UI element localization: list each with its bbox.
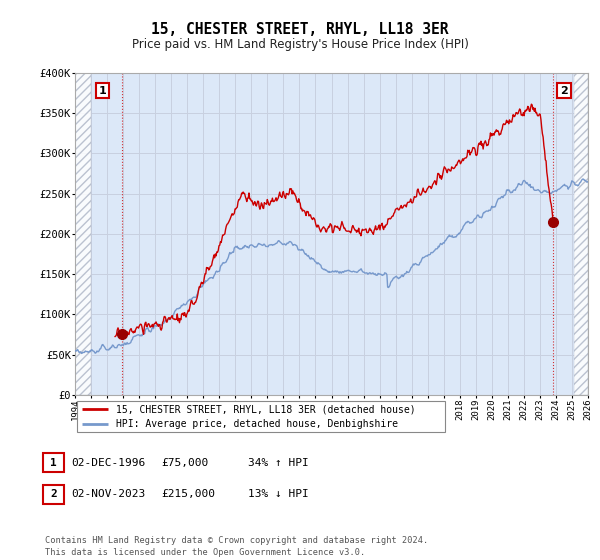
Text: 2: 2 bbox=[560, 86, 568, 96]
FancyBboxPatch shape bbox=[43, 453, 64, 472]
Text: £75,000: £75,000 bbox=[161, 458, 208, 468]
FancyBboxPatch shape bbox=[77, 401, 445, 432]
Text: HPI: Average price, detached house, Denbighshire: HPI: Average price, detached house, Denb… bbox=[116, 419, 398, 430]
Text: 34% ↑ HPI: 34% ↑ HPI bbox=[248, 458, 308, 468]
Text: £215,000: £215,000 bbox=[161, 489, 215, 500]
FancyBboxPatch shape bbox=[43, 485, 64, 504]
Text: 15, CHESTER STREET, RHYL, LL18 3ER: 15, CHESTER STREET, RHYL, LL18 3ER bbox=[151, 22, 449, 38]
Text: 1: 1 bbox=[98, 86, 106, 96]
Text: Price paid vs. HM Land Registry's House Price Index (HPI): Price paid vs. HM Land Registry's House … bbox=[131, 38, 469, 51]
Text: 02-DEC-1996: 02-DEC-1996 bbox=[71, 458, 145, 468]
Text: Contains HM Land Registry data © Crown copyright and database right 2024.
This d: Contains HM Land Registry data © Crown c… bbox=[45, 536, 428, 557]
Text: 02-NOV-2023: 02-NOV-2023 bbox=[71, 489, 145, 500]
Text: 13% ↓ HPI: 13% ↓ HPI bbox=[248, 489, 308, 500]
Text: 2: 2 bbox=[50, 489, 57, 500]
Text: 1: 1 bbox=[50, 458, 57, 468]
Text: 15, CHESTER STREET, RHYL, LL18 3ER (detached house): 15, CHESTER STREET, RHYL, LL18 3ER (deta… bbox=[116, 404, 416, 414]
